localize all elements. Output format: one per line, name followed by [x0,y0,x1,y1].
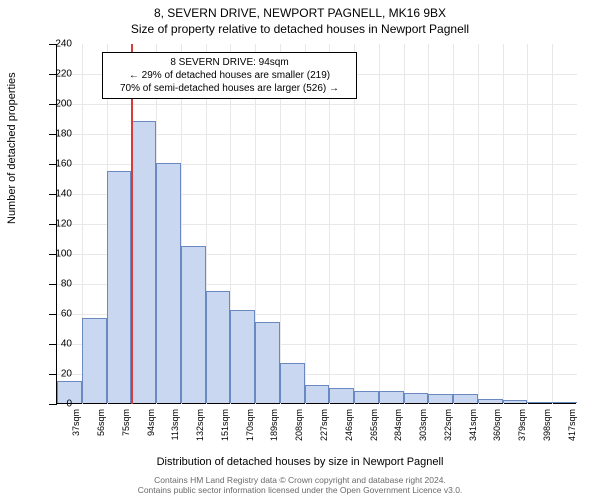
x-tick-label: 360sqm [492,409,502,441]
y-tick-label: 20 [61,369,72,380]
x-tick-label: 246sqm [344,409,354,441]
x-tick-label: 189sqm [269,409,279,441]
y-tick-label: 140 [55,189,72,200]
infobox-line-3: 70% of semi-detached houses are larger (… [109,82,350,95]
histogram-bar [354,391,379,403]
gridline-v [428,44,429,404]
histogram-bar [206,291,231,404]
x-tick-label: 417sqm [567,409,577,441]
gridline-v [503,44,504,404]
y-tick [49,284,57,285]
x-tick-label: 208sqm [294,409,304,441]
infobox-line-2: ← 29% of detached houses are smaller (21… [109,69,350,82]
x-tick-label: 284sqm [393,409,403,441]
histogram-bar [131,121,156,403]
histogram-bar [305,385,330,403]
histogram-bar [527,402,552,404]
attribution-footer: Contains HM Land Registry data © Crown c… [0,475,600,496]
infobox-line-1: 8 SEVERN DRIVE: 94sqm [109,56,350,69]
gridline-v [453,44,454,404]
chart-title-sub: Size of property relative to detached ho… [0,20,600,36]
histogram-bar [428,394,453,403]
histogram-bar [503,400,528,403]
x-tick-label: 56sqm [96,409,106,436]
histogram-bar [181,246,206,404]
y-tick-label: 60 [61,309,72,320]
y-tick-label: 80 [61,279,72,290]
x-tick-label: 113sqm [170,409,180,440]
histogram-bar [230,310,255,403]
x-tick-label: 151sqm [220,409,230,441]
footer-line-1: Contains HM Land Registry data © Crown c… [0,475,600,486]
y-tick-label: 240 [55,39,72,50]
x-tick-label: 170sqm [245,409,255,441]
gridline-v [478,44,479,404]
x-tick-label: 75sqm [121,409,131,436]
plot-region: 8 SEVERN DRIVE: 94sqm← 29% of detached h… [56,44,576,404]
histogram-bar [156,163,181,403]
y-tick-label: 0 [66,399,72,410]
histogram-bar [255,322,280,403]
histogram-bar [552,402,577,404]
gridline-v [552,44,553,404]
histogram-bar [379,391,404,403]
x-tick-label: 37sqm [71,409,81,436]
histogram-bar [107,171,132,404]
x-tick-label: 94sqm [146,409,156,436]
y-tick-label: 40 [61,339,72,350]
y-tick [49,314,57,315]
x-tick-label: 303sqm [418,409,428,441]
y-tick [49,404,57,405]
y-tick [49,374,57,375]
x-tick-label: 398sqm [542,409,552,441]
histogram-bar [478,399,503,404]
x-tick-label: 265sqm [369,409,379,441]
y-tick [49,344,57,345]
x-tick-label: 341sqm [468,409,478,441]
histogram-bar [329,388,354,403]
y-tick-label: 180 [55,129,72,140]
histogram-bar [404,393,429,404]
y-tick-label: 160 [55,159,72,170]
x-tick-label: 379sqm [517,409,527,441]
footer-line-2: Contains public sector information licen… [0,485,600,496]
x-axis-label: Distribution of detached houses by size … [0,456,600,468]
gridline-h [57,104,577,105]
y-axis-label: Number of detached properties [6,72,18,224]
gridline-v [527,44,528,404]
histogram-bar [280,363,305,404]
gridline-v [379,44,380,404]
y-tick-label: 100 [55,249,72,260]
x-tick-label: 322sqm [443,409,453,441]
y-tick-label: 200 [55,99,72,110]
x-tick-label: 227sqm [319,409,329,441]
x-tick-label: 132sqm [195,409,205,441]
property-info-box: 8 SEVERN DRIVE: 94sqm← 29% of detached h… [102,52,357,99]
chart-title-address: 8, SEVERN DRIVE, NEWPORT PAGNELL, MK16 9… [0,0,600,20]
chart-plot-area: 8 SEVERN DRIVE: 94sqm← 29% of detached h… [56,44,576,404]
gridline-v [404,44,405,404]
y-tick-label: 120 [55,219,72,230]
histogram-bar [453,394,478,403]
histogram-bar [82,318,107,404]
y-tick-label: 220 [55,69,72,80]
